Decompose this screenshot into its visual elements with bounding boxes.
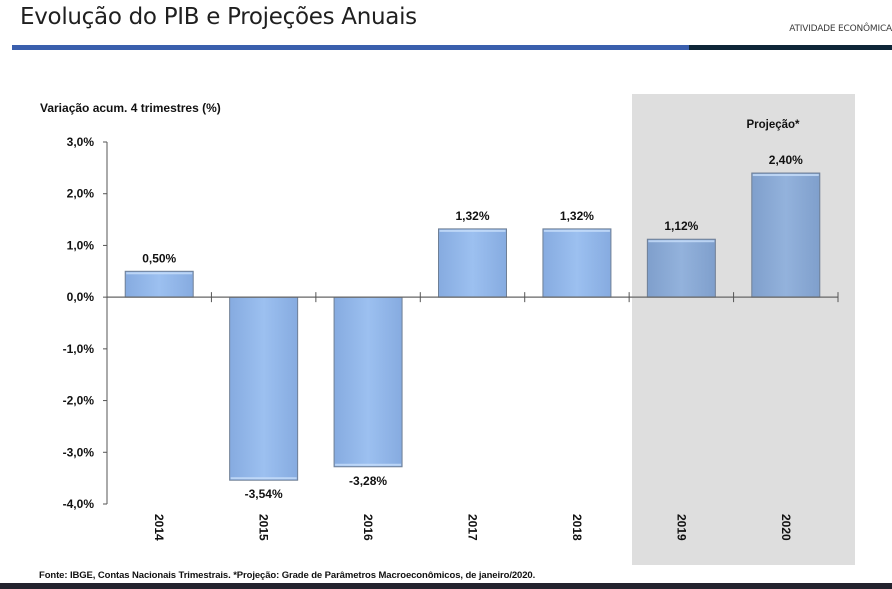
data-label-2020: 2,40% bbox=[769, 153, 803, 167]
x-tick-label-2020: 2020 bbox=[779, 514, 793, 541]
y-tick-label: 0,0% bbox=[67, 290, 95, 304]
x-axis bbox=[106, 292, 839, 303]
y-tick-label: -2,0% bbox=[63, 394, 95, 408]
header-divider-dark bbox=[689, 45, 892, 50]
y-tick-label: -4,0% bbox=[63, 497, 95, 511]
y-tick-label: -3,0% bbox=[63, 445, 95, 459]
bars-group bbox=[124, 172, 821, 481]
bar-highlight bbox=[230, 477, 297, 480]
data-label-2019: 1,12% bbox=[664, 219, 698, 233]
header-divider-blue bbox=[12, 45, 689, 50]
bar-2014 bbox=[124, 270, 194, 298]
data-label-2015: -3,54% bbox=[245, 487, 283, 501]
bar-highlight bbox=[648, 240, 715, 243]
y-tick-label: 1,0% bbox=[67, 238, 95, 252]
x-tick-label-2019: 2019 bbox=[674, 514, 688, 541]
y-axis: 3,0% 2,0% 1,0% 0,0% -1,0% -2,0% -3,0% -4,0% bbox=[63, 135, 108, 511]
y-axis-title: Variação acum. 4 trimestres (%) bbox=[40, 101, 221, 115]
bar-2019 bbox=[646, 238, 716, 298]
x-tick-label-2016: 2016 bbox=[361, 514, 375, 541]
bar-2020 bbox=[751, 172, 821, 298]
projection-label: Projeção* bbox=[746, 119, 800, 131]
bar-2018 bbox=[542, 228, 612, 298]
source-note: Fonte: IBGE, Contas Nacionais Trimestrai… bbox=[39, 570, 536, 581]
bar-highlight bbox=[752, 174, 819, 177]
page-title: Evolução do PIB e Projeções Anuais bbox=[20, 4, 417, 30]
bottom-strip bbox=[0, 583, 892, 589]
bar-highlight bbox=[439, 229, 506, 232]
data-label-2016: -3,28% bbox=[349, 474, 387, 488]
x-tick-label-2018: 2018 bbox=[570, 514, 584, 541]
data-label-2017: 1,32% bbox=[455, 209, 489, 223]
x-tick-label-2014: 2014 bbox=[152, 514, 166, 541]
x-tick-label-2017: 2017 bbox=[466, 514, 480, 541]
section-label: ATIVIDADE ECONÔMICA bbox=[789, 24, 892, 34]
x-tick-labels-group: 2014 2015 2016 2017 2018 2019 2020 bbox=[152, 514, 793, 541]
bar-2017 bbox=[438, 228, 507, 298]
data-labels-group: 0,50% -3,54% -3,28% 1,32% 1,32% 1,12% 2,40% bbox=[142, 153, 803, 501]
data-label-2018: 1,32% bbox=[560, 209, 594, 223]
data-label-2014: 0,50% bbox=[142, 251, 176, 265]
bar-highlight bbox=[126, 272, 193, 275]
y-tick-label: -1,0% bbox=[63, 342, 95, 356]
projection-region bbox=[632, 94, 855, 565]
bar-2016 bbox=[333, 296, 403, 468]
y-tick-label: 2,0% bbox=[67, 187, 95, 201]
bar-2015 bbox=[229, 296, 299, 481]
bar-highlight bbox=[335, 463, 402, 466]
x-tick-label-2015: 2015 bbox=[257, 514, 271, 541]
bar-highlight bbox=[543, 229, 610, 232]
y-tick-label: 3,0% bbox=[67, 135, 95, 149]
